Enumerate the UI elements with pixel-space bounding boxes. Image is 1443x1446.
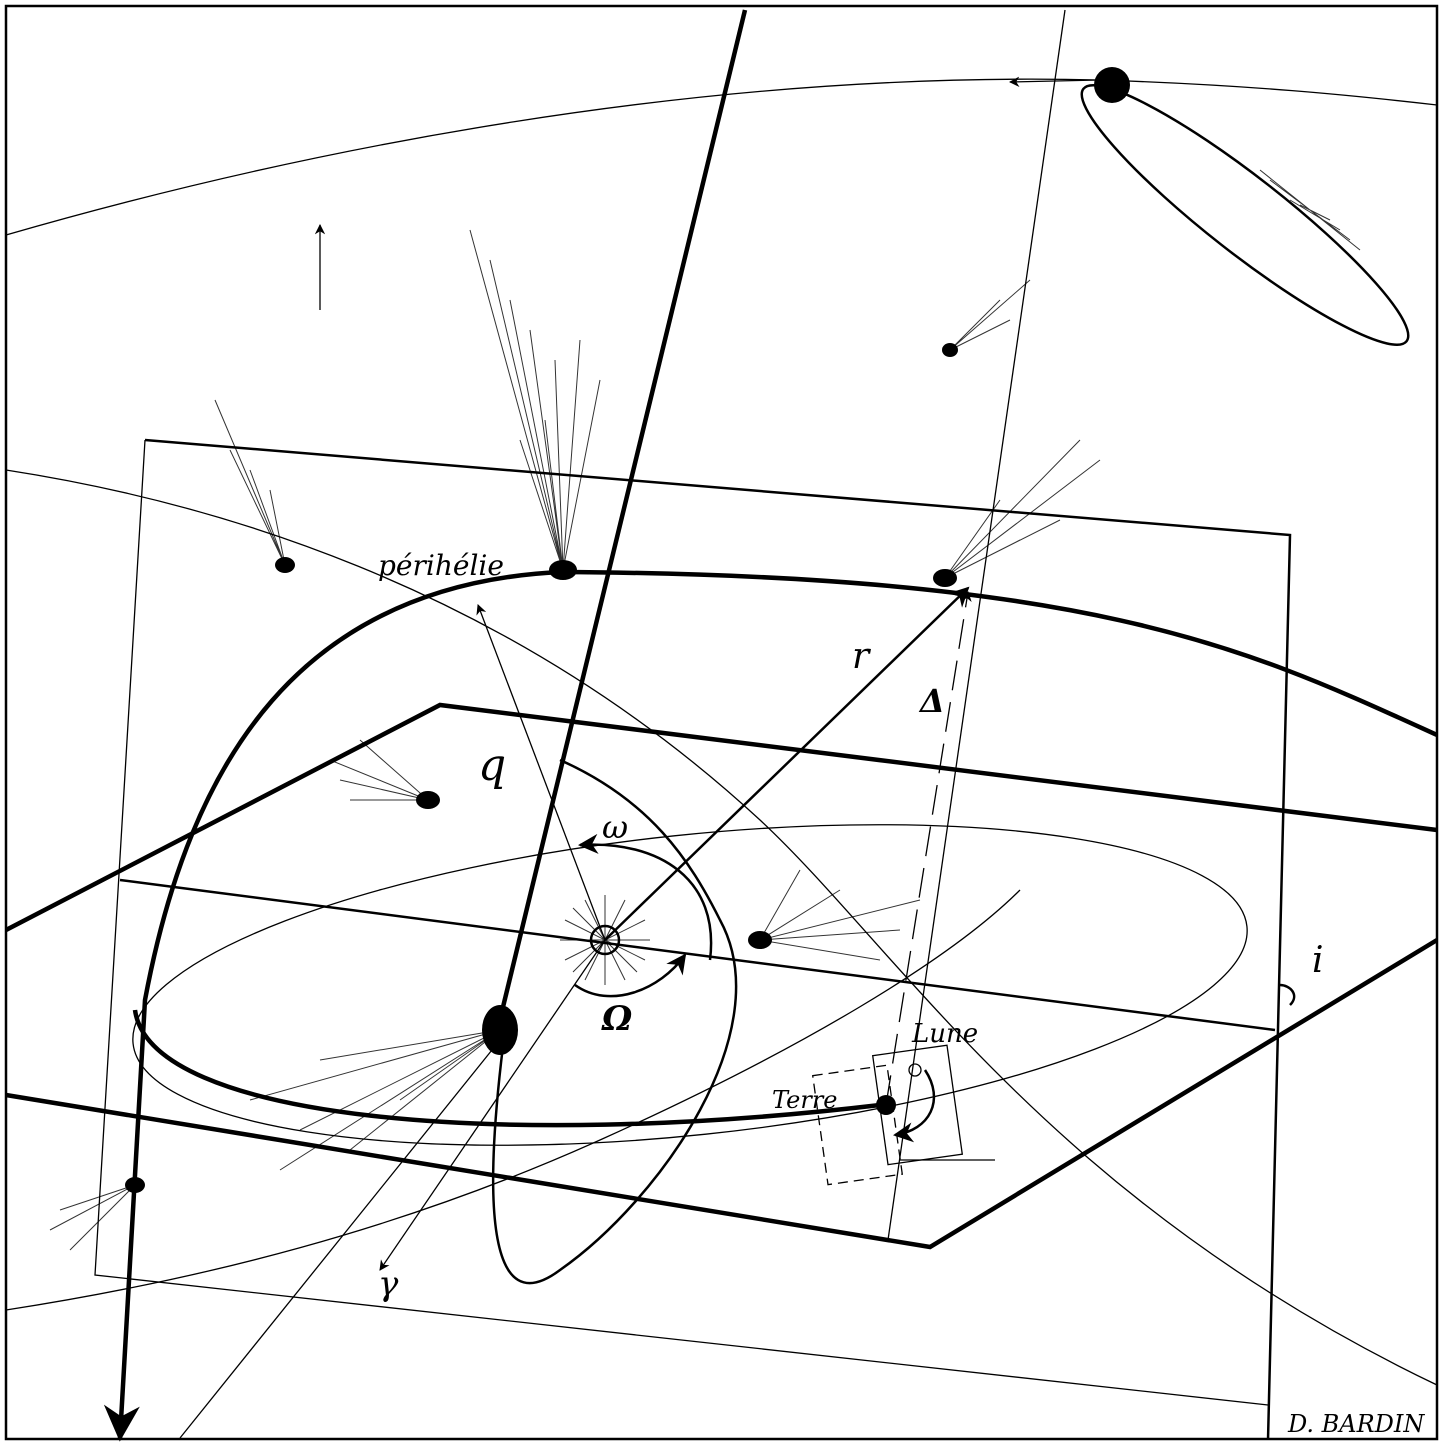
background: [0, 0, 1443, 1446]
label: r: [852, 636, 871, 677]
label: périhélie: [378, 549, 504, 582]
label: Lune: [911, 1019, 978, 1049]
label: q: [478, 740, 506, 791]
label: i: [1312, 940, 1324, 981]
label: γ: [378, 1264, 399, 1304]
signature: D. BARDIN: [1287, 1410, 1425, 1438]
label: Ω: [601, 999, 632, 1039]
diagram: périhélie q ω r Δ Ω Lune Terre γ i D. BA…: [0, 0, 1443, 1446]
sun: [560, 895, 650, 985]
label: Terre: [772, 1086, 838, 1114]
label: Δ: [918, 682, 945, 720]
label: ω: [602, 808, 628, 846]
planet: [1094, 67, 1130, 103]
